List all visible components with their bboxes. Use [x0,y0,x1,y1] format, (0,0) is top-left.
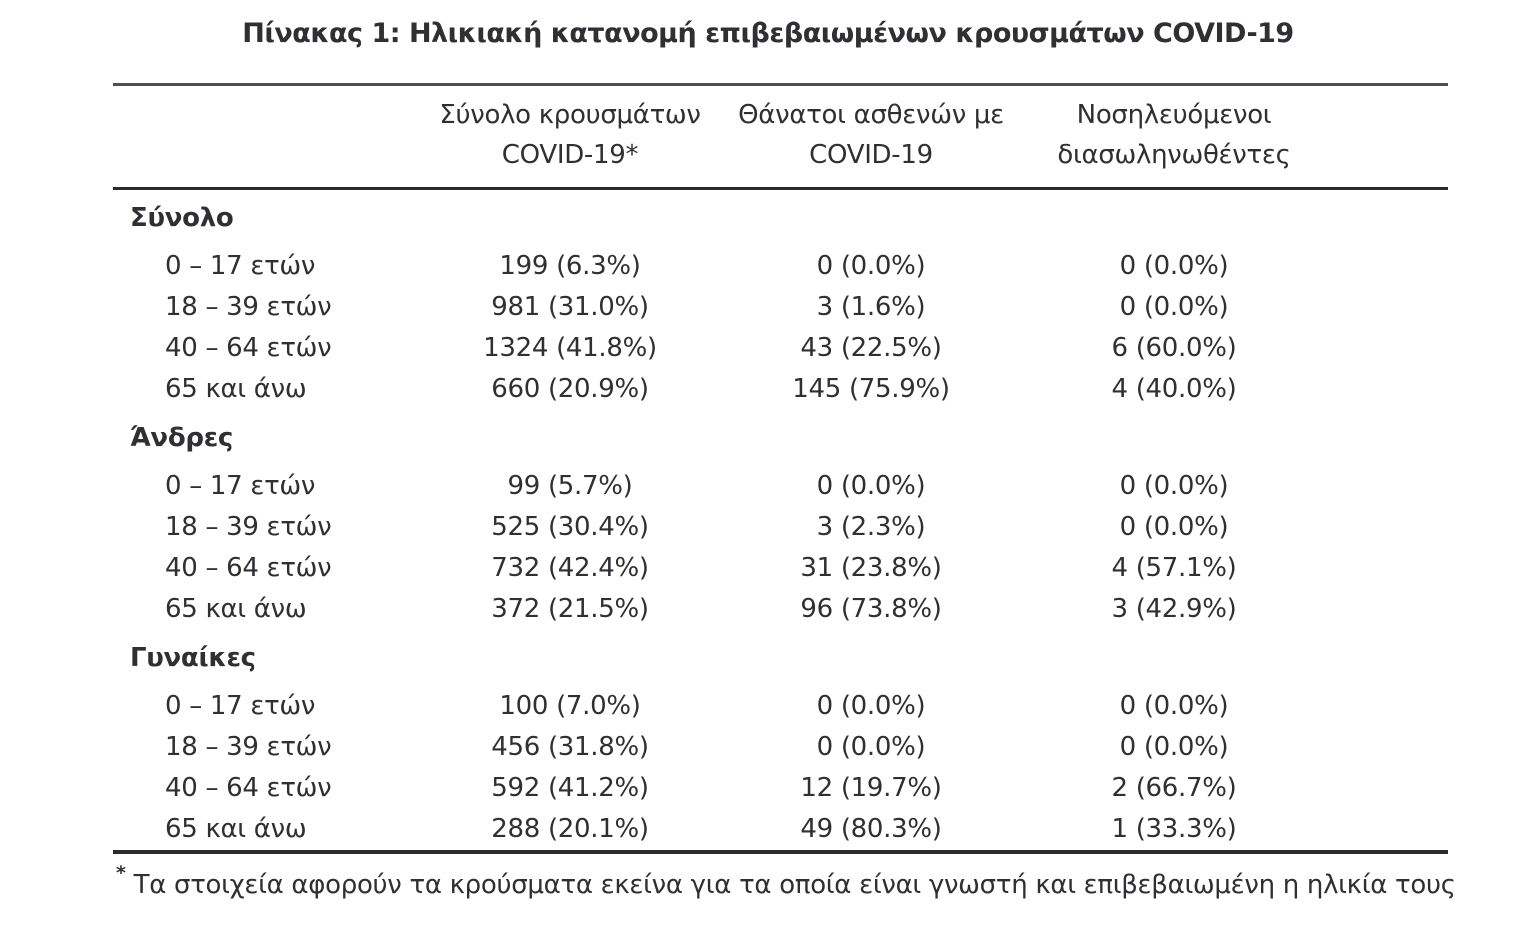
page-title: Πίνακας 1: Ηλικιακή κατανομή επιβεβαιωμέ… [242,18,1294,49]
intubated-cell: 2 (66.7%) [1111,773,1237,803]
table-row: 40 – 64 ετών 1324 (41.8%) 43 (22.5%) 6 (… [113,328,1448,369]
column-header-intubated: Νοσηλευόμενοι διασωληνωθέντες [1022,85,1326,189]
deaths-cell: 0 (0.0%) [816,691,926,721]
table-row: 65 και άνω 372 (21.5%) 96 (73.8%) 3 (42.… [113,589,1448,630]
deaths-cell: 145 (75.9%) [792,374,950,404]
deaths-cell: 12 (19.7%) [800,773,942,803]
deaths-cell: 3 (1.6%) [816,292,926,322]
cases-cell: 660 (20.9%) [491,374,649,404]
footnote-text: Τα στοιχεία αφορούν τα κρούσματα εκείνα … [133,870,1456,900]
deaths-cell: 0 (0.0%) [816,251,926,281]
intubated-cell: 0 (0.0%) [1119,512,1229,542]
section-header-total: Σύνολο [113,189,1448,247]
section-header-men: Άνδρες [113,410,1448,466]
cases-cell: 99 (5.7%) [507,471,633,501]
table-footnote: * Τα στοιχεία αφορούν τα κρούσματα εκείνα… [116,862,1536,900]
section-label: Άνδρες [130,423,233,453]
age-group-label: 40 – 64 ετών [165,333,332,363]
header-row: Σύνολο κρουσμάτων COVID-19* Θάνατοι ασθε… [113,85,1448,189]
age-group-label: 65 και άνω [165,594,307,624]
intubated-cell: 4 (40.0%) [1111,374,1237,404]
age-group-label: 0 – 17 ετών [165,471,316,501]
table-row: 40 – 64 ετών 732 (42.4%) 31 (23.8%) 4 (5… [113,548,1448,589]
table-row: 18 – 39 ετών 456 (31.8%) 0 (0.0%) 0 (0.0… [113,727,1448,768]
cases-cell: 1324 (41.8%) [483,333,657,363]
section-header-women: Γυναίκες [113,630,1448,686]
cases-cell: 732 (42.4%) [491,553,649,583]
column-header-total-cases: Σύνολο κρουσμάτων COVID-19* [420,85,720,189]
age-group-label: 0 – 17 ετών [165,691,316,721]
section-label: Σύνολο [130,203,234,233]
intubated-cell: 0 (0.0%) [1119,471,1229,501]
cases-cell: 100 (7.0%) [499,691,641,721]
column-header-line: COVID-19* [501,140,639,170]
age-group-label: 18 – 39 ετών [165,732,332,762]
cases-cell: 592 (41.2%) [491,773,649,803]
column-header-line: COVID-19 [809,140,933,170]
header-spacer-cell [1326,85,1448,189]
age-group-label: 65 και άνω [165,374,307,404]
cases-cell: 372 (21.5%) [491,594,649,624]
intubated-cell: 0 (0.0%) [1119,292,1229,322]
table-row: 0 – 17 ετών 199 (6.3%) 0 (0.0%) 0 (0.0%) [113,246,1448,287]
intubated-cell: 0 (0.0%) [1119,251,1229,281]
table-row: 18 – 39 ετών 525 (30.4%) 3 (2.3%) 0 (0.0… [113,507,1448,548]
intubated-cell: 6 (60.0%) [1111,333,1237,363]
cases-cell: 199 (6.3%) [499,251,641,281]
deaths-cell: 0 (0.0%) [816,471,926,501]
table-row: 18 – 39 ετών 981 (31.0%) 3 (1.6%) 0 (0.0… [113,287,1448,328]
column-header-line: Σύνολο κρουσμάτων [439,100,701,130]
cases-cell: 981 (31.0%) [491,292,649,322]
deaths-cell: 49 (80.3%) [800,814,942,844]
deaths-cell: 0 (0.0%) [816,732,926,762]
table-row: 0 – 17 ετών 99 (5.7%) 0 (0.0%) 0 (0.0%) [113,466,1448,507]
intubated-cell: 0 (0.0%) [1119,691,1229,721]
intubated-cell: 4 (57.1%) [1111,553,1237,583]
cases-cell: 525 (30.4%) [491,512,649,542]
cases-cell: 288 (20.1%) [491,814,649,844]
age-group-label: 0 – 17 ετών [165,251,316,281]
table-row: 65 και άνω 660 (20.9%) 145 (75.9%) 4 (40… [113,369,1448,410]
footnote-asterisk: * [116,862,126,884]
age-group-label: 18 – 39 ετών [165,292,332,322]
table-row: 40 – 64 ετών 592 (41.2%) 12 (19.7%) 2 (6… [113,768,1448,809]
age-group-label: 65 και άνω [165,814,307,844]
intubated-cell: 3 (42.9%) [1111,594,1237,624]
age-group-label: 40 – 64 ετών [165,773,332,803]
cases-cell: 456 (31.8%) [491,732,649,762]
age-group-label: 40 – 64 ετών [165,553,332,583]
covid-age-distribution-table: Σύνολο κρουσμάτων COVID-19* Θάνατοι ασθε… [113,83,1448,854]
deaths-cell: 31 (23.8%) [800,553,942,583]
column-header-line: διασωληνωθέντες [1057,140,1291,170]
deaths-cell: 96 (73.8%) [800,594,942,624]
column-header-line: Θάνατοι ασθενών με [738,100,1004,130]
header-empty-cell [113,85,420,189]
section-label: Γυναίκες [130,643,256,673]
intubated-cell: 0 (0.0%) [1119,732,1229,762]
deaths-cell: 43 (22.5%) [800,333,942,363]
intubated-cell: 1 (33.3%) [1111,814,1237,844]
age-group-label: 18 – 39 ετών [165,512,332,542]
table-row: 0 – 17 ετών 100 (7.0%) 0 (0.0%) 0 (0.0%) [113,686,1448,727]
column-header-line: Νοσηλευόμενοι [1076,100,1272,130]
column-header-deaths: Θάνατοι ασθενών με COVID-19 [720,85,1022,189]
table-row: 65 και άνω 288 (20.1%) 49 (80.3%) 1 (33.… [113,809,1448,852]
deaths-cell: 3 (2.3%) [816,512,926,542]
